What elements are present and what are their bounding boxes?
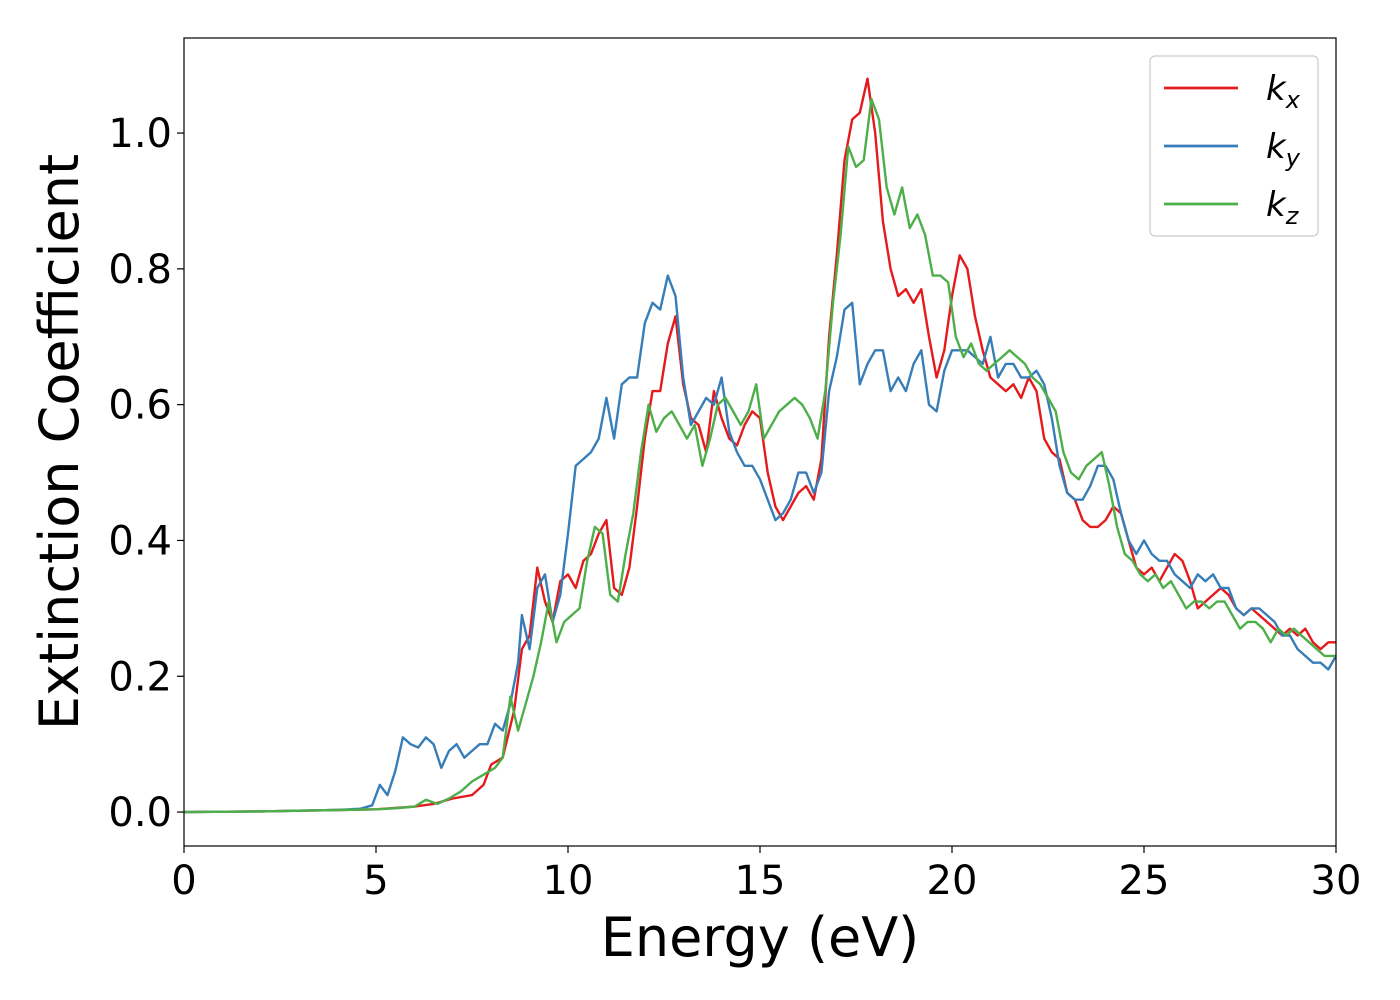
x-tick-label: 20: [927, 858, 978, 904]
y-axis: 0.0 0.2 0.4 0.6 0.8 1.0: [108, 111, 184, 836]
y-tick-label: 0.2: [108, 654, 172, 700]
series-line-k-x: [184, 77, 1336, 814]
plot-area: [184, 77, 1336, 814]
x-tick-label: 10: [543, 858, 594, 904]
x-axis: 0 5 10 15 20 25 30: [171, 846, 1361, 904]
y-tick-label: 0.6: [108, 383, 172, 429]
x-tick-label: 5: [363, 858, 388, 904]
y-axis-label: Extinction Coefficient: [28, 154, 91, 730]
y-tick-label: 0.4: [108, 518, 172, 564]
x-tick-label: 30: [1311, 858, 1362, 904]
y-tick-label: 0.8: [108, 247, 172, 293]
y-tick-label: 0.0: [108, 790, 172, 836]
series-line-k-y: [184, 274, 1336, 814]
x-axis-label: Energy (eV): [601, 906, 920, 969]
x-tick-label: 15: [735, 858, 786, 904]
x-tick-label: 25: [1119, 858, 1170, 904]
y-tick-label: 1.0: [108, 111, 172, 157]
series-line-k-z: [184, 97, 1336, 814]
x-tick-label: 0: [171, 858, 196, 904]
